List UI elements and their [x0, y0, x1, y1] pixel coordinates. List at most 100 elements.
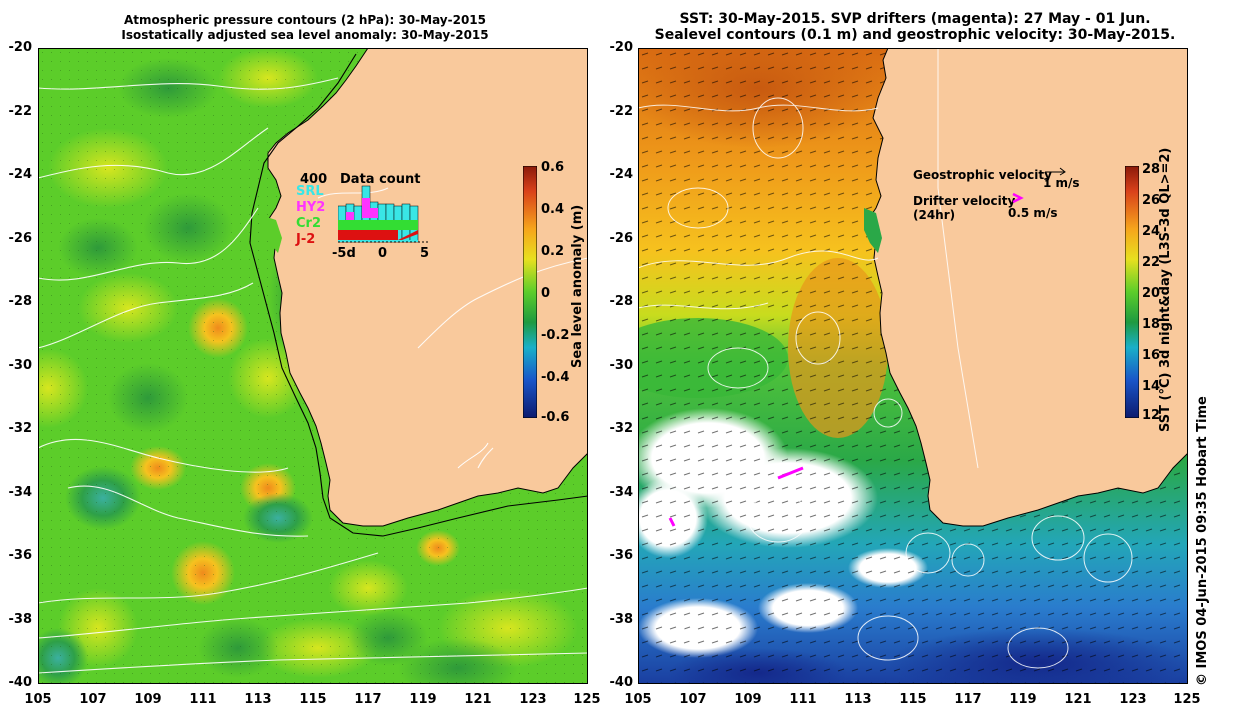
sst-colorbar	[1125, 166, 1139, 418]
left-ytick: -24	[8, 167, 33, 182]
left-xtick: 121	[464, 692, 492, 707]
left-ytick: -20	[8, 40, 33, 55]
left-xtick: 117	[354, 692, 382, 707]
pressure-contours	[38, 77, 588, 674]
data-count-xlabel-minus5: -5d	[332, 246, 356, 261]
right-xtick: 115	[899, 692, 927, 707]
right-ytick: -24	[609, 167, 634, 182]
right-xtick: 121	[1064, 692, 1092, 707]
imos-footer: © IMOS 04-Jun-2015 09:35 Hobart Time	[1195, 396, 1210, 686]
right-ytick: -28	[609, 294, 634, 309]
sla-cb-tick-0: 0.6	[541, 160, 565, 175]
sla-map	[38, 48, 588, 684]
right-title-line2: Sealevel contours (0.1 m) and geostrophi…	[654, 27, 1176, 43]
left-ytick: -38	[8, 612, 33, 627]
right-ytick: -38	[609, 612, 634, 627]
sla-cb-tick-1: 0.4	[541, 202, 565, 217]
drifter-track-1	[777, 466, 804, 480]
data-count-xlabel-0: 0	[378, 246, 388, 261]
right-ytick: -30	[609, 358, 634, 373]
right-panel-title: SST: 30-May-2015. SVP drifters (magenta)…	[640, 11, 1190, 43]
left-xtick: 115	[299, 692, 327, 707]
right-xtick: 111	[789, 692, 817, 707]
drifter-scale-arrow-icon	[1012, 192, 1024, 204]
sla-cb-tick-6: -0.6	[541, 410, 570, 425]
shark-bay	[264, 216, 282, 253]
shelf-contour	[249, 53, 588, 537]
shark-bay-sst	[864, 208, 882, 253]
left-xtick: 125	[573, 692, 601, 707]
left-ytick: -32	[8, 421, 33, 436]
right-title-line1: SST: 30-May-2015. SVP drifters (magenta)…	[679, 11, 1151, 27]
sst-cb-tick-20: 20	[1142, 286, 1161, 301]
legend-hy2: HY2	[296, 200, 326, 215]
left-title-line1: Atmospheric pressure contours (2 hPa): 3…	[123, 13, 486, 27]
right-xtick: 125	[1173, 692, 1201, 707]
data-count-title: Data count	[340, 172, 421, 187]
left-ytick: -40	[8, 675, 33, 690]
right-ytick: -22	[609, 104, 634, 119]
right-xtick: 119	[1009, 692, 1037, 707]
sst-cb-tick-14: 14	[1142, 379, 1161, 394]
right-ytick: -32	[609, 421, 634, 436]
land-contour	[457, 442, 489, 469]
left-panel-title: Atmospheric pressure contours (2 hPa): 3…	[60, 13, 550, 43]
left-xtick: 111	[189, 692, 217, 707]
geostrophic-scale-arrow-icon	[1045, 167, 1066, 176]
left-ytick: -28	[8, 294, 33, 309]
data-count-xlabel-5: 5	[420, 246, 430, 261]
left-ytick: -26	[8, 231, 33, 246]
sst-cb-tick-28: 28	[1142, 162, 1161, 177]
right-xtick: 117	[954, 692, 982, 707]
geostrophic-scale-label: 1 m/s	[1043, 176, 1080, 190]
sla-cb-tick-3: 0	[541, 286, 551, 301]
right-ytick: -40	[609, 675, 634, 690]
data-count-histogram	[338, 185, 428, 243]
sst-colorbar-label: SST (°C) 3d night&day (L3S-3d QL>=2)	[1158, 147, 1173, 432]
australia-land-sst	[867, 48, 1188, 527]
right-xtick: 105	[624, 692, 652, 707]
sla-map-frame	[38, 48, 588, 684]
sla-colorbar	[523, 166, 537, 418]
sst-map	[638, 48, 1188, 684]
left-xtick: 105	[24, 692, 52, 707]
australia-land	[267, 48, 588, 527]
legend-j2: J-2	[296, 232, 316, 247]
geostrophic-velocity-label: Geostrophic velocity	[913, 168, 1052, 182]
sla-cb-tick-5: -0.4	[541, 370, 570, 385]
sst-map-frame	[638, 48, 1188, 684]
data-count-inset: 400 Data count SRL HY2 Cr2 J-2 -5d 0 5	[296, 172, 431, 262]
right-ytick: -34	[609, 485, 634, 500]
left-ytick: -34	[8, 485, 33, 500]
left-xtick: 123	[519, 692, 547, 707]
sealevel-contours	[638, 48, 1133, 669]
sst-cb-tick-24: 24	[1142, 224, 1161, 239]
sla-colorbar-label: Sea level anomaly (m)	[570, 204, 585, 368]
sla-cb-tick-2: 0.2	[541, 244, 565, 259]
drifter-scale-label: 0.5 m/s	[1008, 206, 1058, 220]
sla-cb-tick-4: -0.2	[541, 328, 570, 343]
left-xtick: 119	[409, 692, 437, 707]
right-ytick: -26	[609, 231, 634, 246]
right-ytick: -36	[609, 548, 634, 563]
sst-cb-tick-16: 16	[1142, 348, 1161, 363]
legend-cr2: Cr2	[296, 216, 321, 231]
sst-cb-tick-18: 18	[1142, 317, 1161, 332]
left-title-line2: Isostatically adjusted sea level anomaly…	[121, 28, 489, 42]
left-ytick: -22	[8, 104, 33, 119]
left-ytick: -36	[8, 548, 33, 563]
sst-cb-tick-12: 12	[1142, 408, 1161, 423]
right-xtick: 109	[734, 692, 762, 707]
right-xtick: 107	[679, 692, 707, 707]
drifter-velocity-sublabel: (24hr)	[913, 208, 956, 222]
right-ytick: -20	[609, 40, 634, 55]
histogram-bars	[338, 185, 419, 243]
right-xtick: 123	[1119, 692, 1147, 707]
data-count-ymax: 400	[300, 172, 328, 187]
sst-cb-tick-26: 26	[1142, 193, 1161, 208]
left-ytick: -30	[8, 358, 33, 373]
left-xtick: 109	[134, 692, 162, 707]
left-xtick: 107	[79, 692, 107, 707]
legend-srl: SRL	[296, 184, 324, 199]
sst-cb-tick-22: 22	[1142, 255, 1161, 270]
